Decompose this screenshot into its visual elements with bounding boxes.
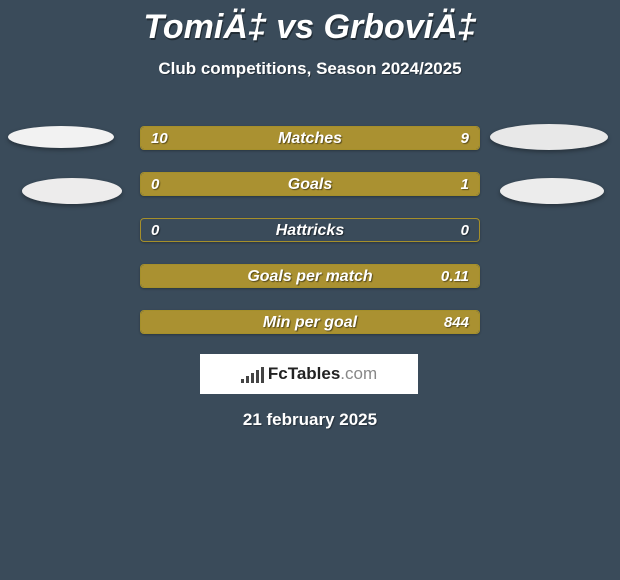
stat-label: Matches	[141, 127, 479, 149]
stat-label: Goals per match	[141, 265, 479, 287]
stat-label: Min per goal	[141, 311, 479, 333]
player-ellipse-1	[22, 178, 122, 204]
logo-text: FcTables.com	[268, 364, 377, 384]
stat-row-hattricks: 00Hattricks	[140, 218, 480, 242]
page-title: TomiÄ‡ vs GrboviÄ‡	[0, 0, 620, 47]
player-ellipse-2	[490, 124, 608, 150]
comparison-bars: 109Matches 01Goals 00Hattricks 0.11Goals pe…	[140, 126, 480, 356]
stat-label: Goals	[141, 173, 479, 195]
stat-row-matches: 109Matches	[140, 126, 480, 150]
stat-label: Hattricks	[141, 219, 479, 241]
logo-text-grey: .com	[340, 364, 377, 383]
player-ellipse-0	[8, 126, 114, 148]
player-ellipse-3	[500, 178, 604, 204]
page-subtitle: Club competitions, Season 2024/2025	[0, 59, 620, 79]
logo-text-dark: FcTables	[268, 364, 340, 383]
stat-row-goals-per-match: 0.11Goals per match	[140, 264, 480, 288]
date-text: 21 february 2025	[0, 410, 620, 430]
fctables-logo: FcTables.com	[200, 354, 418, 394]
stat-row-min-per-goal: 844Min per goal	[140, 310, 480, 334]
bars-icon	[241, 365, 264, 383]
stat-row-goals: 01Goals	[140, 172, 480, 196]
